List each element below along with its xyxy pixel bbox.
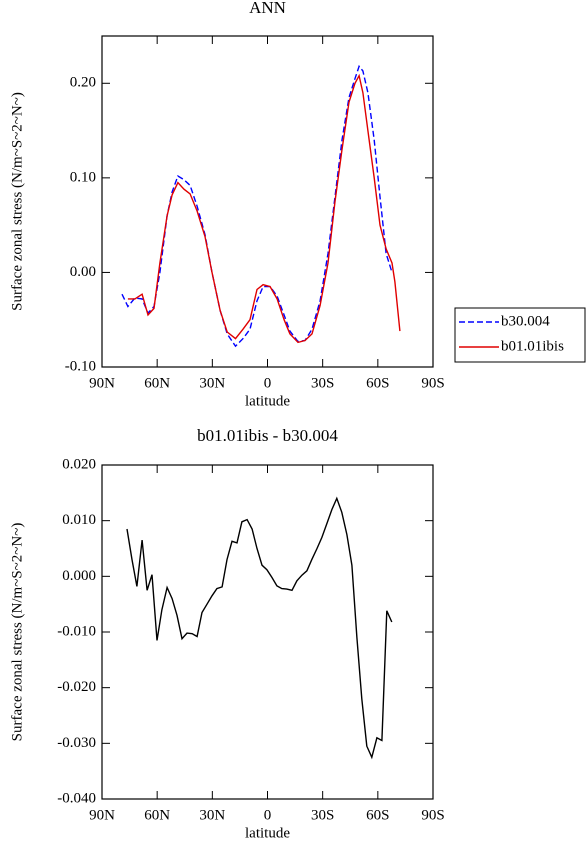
y-tick-label: -0.030 (57, 735, 96, 751)
y-tick-label: -0.10 (65, 358, 96, 374)
y-tick-label: -0.040 (57, 790, 96, 806)
y-axis-label: Surface zonal stress (N/m~S~2~N~) (9, 92, 25, 311)
x-tick-label: 30N (199, 807, 225, 823)
legend-box (454, 307, 586, 363)
x-axis-label: latitude (245, 393, 290, 409)
x-axis-label: latitude (245, 825, 290, 841)
y-tick-label: -0.020 (57, 679, 96, 695)
x-tick-label: 90S (421, 807, 444, 823)
y-tick-label: -0.010 (57, 623, 96, 639)
x-tick-label: 60N (144, 375, 170, 391)
x-tick-label: 0 (264, 375, 272, 391)
x-tick-label: 0 (264, 807, 272, 823)
x-tick-label: 90N (89, 807, 115, 823)
chart-title: b01.01ibis - b30.004 (197, 426, 338, 445)
data-line (127, 73, 401, 344)
plot-frame (101, 464, 434, 800)
y-axis-label: Surface zonal stress (N/m~S~2~N~) (9, 523, 25, 742)
legend-label: b01.01ibis (501, 338, 564, 354)
data-line (121, 64, 393, 348)
y-tick-label: 0.020 (62, 456, 96, 472)
y-tick-label: 0.010 (62, 512, 96, 528)
chart-title: ANN (249, 0, 286, 17)
x-tick-label: 60S (366, 807, 389, 823)
y-tick-label: 0.000 (62, 568, 96, 584)
x-tick-label: 30N (199, 375, 225, 391)
plot-frame (101, 35, 434, 368)
x-tick-label: 60S (366, 375, 389, 391)
y-tick-label: 0.00 (70, 264, 96, 280)
legend-label: b30.004 (501, 313, 550, 329)
y-tick-label: 0.20 (70, 75, 96, 91)
x-tick-label: 90S (421, 375, 444, 391)
data-line (126, 496, 393, 760)
x-tick-label: 90N (89, 375, 115, 391)
x-tick-label: 30S (311, 375, 334, 391)
y-tick-label: 0.10 (70, 169, 96, 185)
x-tick-label: 60N (144, 807, 170, 823)
x-tick-label: 30S (311, 807, 334, 823)
